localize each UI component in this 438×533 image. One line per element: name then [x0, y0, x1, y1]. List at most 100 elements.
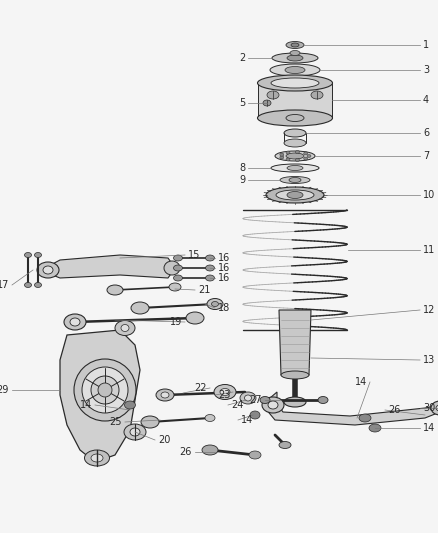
Ellipse shape: [280, 176, 310, 183]
Text: 27: 27: [250, 395, 262, 405]
Text: 17: 17: [0, 280, 9, 290]
Text: 9: 9: [239, 175, 245, 185]
Ellipse shape: [173, 265, 183, 271]
Ellipse shape: [85, 450, 110, 466]
Ellipse shape: [161, 392, 169, 398]
Text: 2: 2: [239, 53, 245, 63]
Text: 20: 20: [158, 435, 170, 445]
Ellipse shape: [286, 158, 290, 161]
Ellipse shape: [284, 129, 306, 137]
Ellipse shape: [272, 53, 318, 63]
Ellipse shape: [131, 302, 149, 314]
Ellipse shape: [156, 389, 174, 401]
Text: 29: 29: [0, 385, 9, 395]
Ellipse shape: [369, 424, 381, 432]
Ellipse shape: [249, 451, 261, 459]
Polygon shape: [258, 83, 332, 118]
Ellipse shape: [311, 91, 323, 99]
Ellipse shape: [304, 157, 308, 160]
Text: 6: 6: [423, 128, 429, 138]
Ellipse shape: [271, 78, 319, 88]
Text: 14: 14: [80, 400, 92, 410]
Text: 24: 24: [231, 400, 244, 410]
Ellipse shape: [296, 158, 300, 161]
Ellipse shape: [286, 115, 304, 122]
Ellipse shape: [35, 253, 42, 257]
Ellipse shape: [82, 367, 128, 413]
Text: 14: 14: [241, 415, 253, 425]
Ellipse shape: [289, 177, 301, 182]
Ellipse shape: [431, 401, 438, 415]
Ellipse shape: [436, 405, 438, 411]
Ellipse shape: [291, 43, 299, 47]
Ellipse shape: [258, 75, 332, 91]
Ellipse shape: [286, 42, 304, 49]
Ellipse shape: [262, 397, 284, 413]
Ellipse shape: [37, 262, 59, 278]
Polygon shape: [279, 310, 311, 375]
Ellipse shape: [91, 376, 119, 404]
Ellipse shape: [240, 392, 256, 404]
Text: 11: 11: [423, 245, 435, 255]
Ellipse shape: [115, 320, 135, 335]
Ellipse shape: [263, 100, 271, 106]
Ellipse shape: [286, 153, 304, 159]
Ellipse shape: [70, 318, 80, 326]
Text: 3: 3: [423, 65, 429, 75]
Text: 14: 14: [423, 423, 435, 433]
Text: 1: 1: [423, 40, 429, 50]
Text: 16: 16: [218, 263, 230, 273]
Text: 30: 30: [423, 403, 435, 413]
Text: 16: 16: [218, 253, 230, 263]
Text: 5: 5: [239, 98, 245, 108]
Text: 18: 18: [218, 303, 230, 313]
Ellipse shape: [284, 397, 306, 407]
Ellipse shape: [35, 282, 42, 287]
Ellipse shape: [296, 150, 300, 154]
Ellipse shape: [287, 55, 303, 61]
Text: 4: 4: [423, 95, 429, 105]
Ellipse shape: [318, 397, 328, 403]
Ellipse shape: [260, 397, 270, 403]
Ellipse shape: [290, 51, 300, 55]
Ellipse shape: [279, 441, 291, 448]
Ellipse shape: [74, 359, 136, 421]
Text: 26: 26: [180, 447, 192, 457]
Ellipse shape: [267, 91, 279, 99]
Text: 19: 19: [170, 317, 182, 327]
Ellipse shape: [266, 187, 324, 203]
Ellipse shape: [43, 266, 53, 274]
Ellipse shape: [130, 428, 140, 436]
Ellipse shape: [250, 411, 260, 419]
Ellipse shape: [205, 265, 215, 271]
Ellipse shape: [280, 156, 284, 159]
Polygon shape: [60, 330, 140, 462]
Polygon shape: [45, 255, 175, 278]
Ellipse shape: [268, 401, 278, 409]
Ellipse shape: [359, 414, 371, 422]
Ellipse shape: [107, 285, 123, 295]
Ellipse shape: [205, 415, 215, 422]
Ellipse shape: [244, 395, 251, 401]
Ellipse shape: [271, 164, 319, 172]
Text: 25: 25: [110, 417, 122, 427]
Ellipse shape: [169, 283, 181, 291]
Ellipse shape: [25, 253, 32, 257]
Ellipse shape: [307, 155, 311, 157]
Ellipse shape: [141, 416, 159, 428]
Text: 8: 8: [239, 163, 245, 173]
Ellipse shape: [276, 190, 314, 200]
Text: 14: 14: [355, 377, 367, 387]
Ellipse shape: [25, 282, 32, 287]
Text: 12: 12: [423, 305, 435, 315]
Text: 16: 16: [218, 273, 230, 283]
Ellipse shape: [287, 166, 303, 171]
Ellipse shape: [64, 314, 86, 330]
Ellipse shape: [284, 139, 306, 147]
Ellipse shape: [205, 275, 215, 281]
Ellipse shape: [270, 64, 320, 76]
Ellipse shape: [173, 255, 183, 261]
Ellipse shape: [173, 275, 183, 281]
Text: 10: 10: [423, 190, 435, 200]
Text: 21: 21: [198, 285, 210, 295]
